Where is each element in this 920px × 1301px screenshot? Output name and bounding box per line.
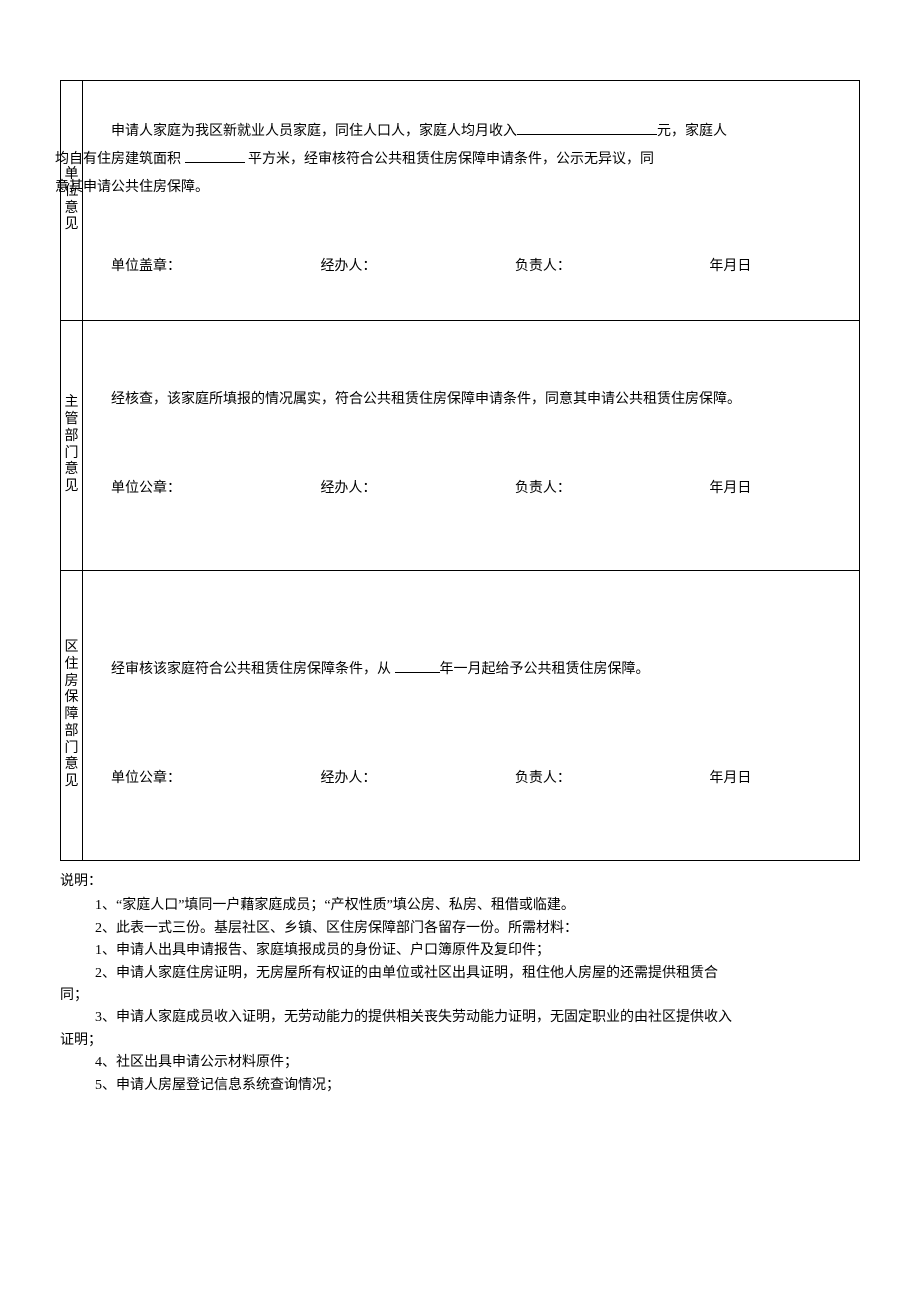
dept-paragraph: 经核查，该家庭所填报的情况属实，符合公共租赁住房保障申请条件，同意其申请公共租赁… — [83, 386, 859, 414]
note-1: 1、“家庭人口”填同一户藉家庭成员；“产权性质”填公房、私房、租借或临建。 — [60, 895, 860, 917]
unit-opinion-content: 申请人家庭为我区新就业人员家庭，同住人口人，家庭人均月收入元，家庭人 均自有住房… — [83, 81, 860, 321]
notes-title: 说明： — [60, 871, 860, 893]
unit-responsible-label: 负责人： — [515, 252, 709, 283]
unit-seal-label: 单位盖章： — [111, 252, 320, 283]
unit-text-1: 申请人家庭为我区新就业人员家庭，同住人口人，家庭人均月收入 — [111, 124, 517, 139]
dept-opinion-content: 经核查，该家庭所填报的情况属实，符合公共租赁住房保障申请条件，同意其申请公共租赁… — [83, 321, 860, 571]
district-sign-line: 单位公章： 经办人： 负责人： 年月日 — [83, 764, 859, 795]
unit-text-3: 均自有住房建筑面积 — [55, 152, 181, 167]
district-opinion-label: 区住房保障部门意见 — [61, 571, 83, 861]
note-3: 1、申请人出具申请报告、家庭填报成员的身份证、户口簿原件及复印件； — [60, 940, 860, 962]
unit-opinion-label: 单位意见 — [61, 81, 83, 321]
district-responsible-label: 负责人： — [515, 764, 709, 795]
opinion-table: 单位意见 申请人家庭为我区新就业人员家庭，同住人口人，家庭人均月收入元，家庭人 … — [60, 80, 860, 861]
notes-section: 说明： 1、“家庭人口”填同一户藉家庭成员；“产权性质”填公房、私房、租借或临建… — [60, 871, 860, 1097]
unit-text-2: 元，家庭人 — [657, 124, 727, 139]
district-text-2: 年一月起给予公共租赁住房保障。 — [440, 662, 650, 677]
note-6: 4、社区出具申请公示材料原件； — [60, 1052, 860, 1074]
dept-handler-label: 经办人： — [320, 474, 514, 505]
note-5b: 证明； — [60, 1030, 860, 1052]
dept-responsible-label: 负责人： — [515, 474, 709, 505]
district-date-label: 年月日 — [709, 764, 859, 795]
unit-text-4: 平方米，经审核符合公共租赁住房保障申请条件，公示无异议，同 — [248, 152, 654, 167]
unit-paragraph: 申请人家庭为我区新就业人员家庭，同住人口人，家庭人均月收入元，家庭人 均自有住房… — [83, 118, 859, 202]
dept-date-label: 年月日 — [709, 474, 859, 505]
year-blank — [395, 659, 440, 673]
note-4b: 同； — [60, 985, 860, 1007]
district-opinion-content: 经审核该家庭符合公共租赁住房保障条件，从 年一月起给予公共租赁住房保障。 单位公… — [83, 571, 860, 861]
note-4a: 2、申请人家庭住房证明，无房屋所有权证的由单位或社区出具证明，租住他人房屋的还需… — [60, 963, 860, 985]
area-blank — [185, 149, 245, 163]
note-7: 5、申请人房屋登记信息系统查询情况； — [60, 1075, 860, 1097]
unit-sign-line: 单位盖章： 经办人： 负责人： 年月日 — [83, 252, 859, 283]
district-handler-label: 经办人： — [320, 764, 514, 795]
unit-handler-label: 经办人： — [320, 252, 514, 283]
dept-sign-line: 单位公章： 经办人： 负责人： 年月日 — [83, 474, 859, 505]
dept-opinion-label: 主管部门意见 — [61, 321, 83, 571]
unit-text-5: 意其申请公共住房保障。 — [55, 180, 209, 195]
income-blank — [517, 121, 657, 135]
note-5a: 3、申请人家庭成员收入证明，无劳动能力的提供相关丧失劳动能力证明，无固定职业的由… — [60, 1007, 860, 1029]
district-seal-label: 单位公章： — [111, 764, 320, 795]
dept-seal-label: 单位公章： — [111, 474, 320, 505]
note-2: 2、此表一式三份。基层社区、乡镇、区住房保障部门各留存一份。所需材料： — [60, 918, 860, 940]
unit-date-label: 年月日 — [709, 252, 859, 283]
district-paragraph: 经审核该家庭符合公共租赁住房保障条件，从 年一月起给予公共租赁住房保障。 — [83, 656, 859, 684]
district-text-1: 经审核该家庭符合公共租赁住房保障条件，从 — [111, 662, 391, 677]
